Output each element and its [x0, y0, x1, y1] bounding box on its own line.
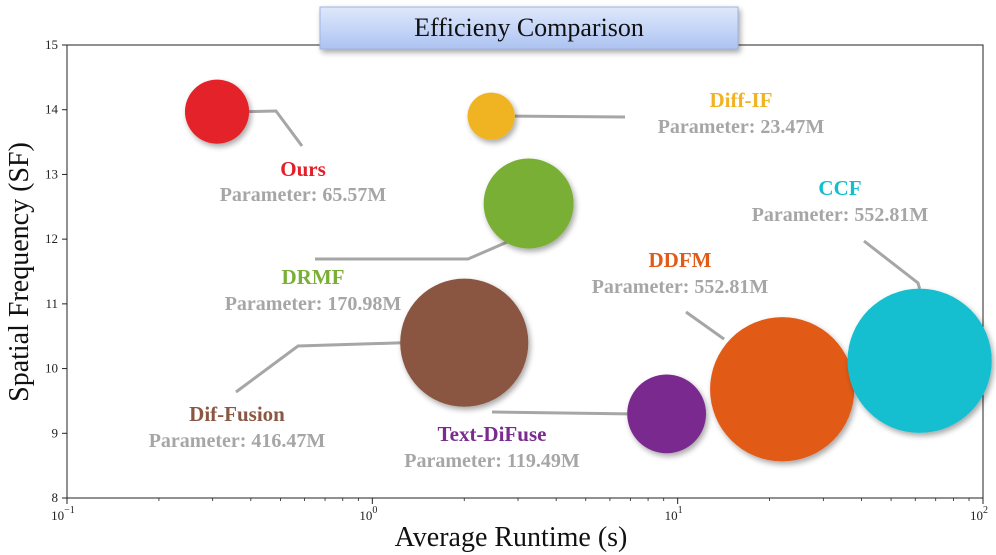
- label-param-drmf: Parameter: 170.98M: [225, 293, 402, 315]
- y-tick-label: 14: [45, 102, 59, 117]
- y-tick-label: 8: [52, 490, 59, 505]
- label-param-text-difuse: Parameter: 119.49M: [404, 450, 580, 472]
- leader-text-difuse: [491, 410, 628, 416]
- label-name-text-difuse: Text-DiFuse: [438, 422, 547, 446]
- label-name-dif-fusion: Dif-Fusion: [189, 402, 285, 426]
- label-name-ccf: CCF: [818, 176, 861, 200]
- leader-ddfm: [685, 310, 725, 341]
- y-tick-label: 15: [45, 37, 58, 52]
- chart-title: Efficieny Comparison: [414, 13, 644, 42]
- chart-title-box: Efficieny Comparison: [319, 6, 739, 50]
- x-axis-title: Average Runtime (s): [395, 522, 628, 553]
- bubble-ours: [184, 79, 250, 144]
- point-labels: Ours Parameter: 65.57M Diff-IF Parameter: 2…: [149, 88, 929, 472]
- x-tick-label: 100: [359, 505, 377, 523]
- label-name-diff-if: Diff-IF: [710, 88, 773, 112]
- bubble-ddfm: [710, 317, 855, 462]
- leader-diff-if: [514, 114, 626, 119]
- bubbles: [184, 79, 992, 462]
- y-tick-label: 11: [45, 296, 58, 311]
- y-tick-label: 9: [52, 425, 59, 440]
- x-tick-label: 102: [970, 505, 988, 523]
- label-param-diff-if: Parameter: 23.47M: [658, 116, 825, 138]
- label-param-ours: Parameter: 65.57M: [220, 184, 387, 206]
- y-axis-title: Spatial Frequency (SF): [4, 142, 35, 402]
- axis-ticks: 8 9 10 11 12 13 14 15 10−1 100 101 102: [45, 37, 988, 523]
- label-name-drmf: DRMF: [282, 265, 345, 289]
- x-tick-label: 10−1: [51, 505, 75, 523]
- leader-lines: [235, 109, 922, 416]
- label-name-ddfm: DDFM: [649, 248, 712, 272]
- title-background: [319, 6, 739, 50]
- y-tick-label: 10: [45, 361, 58, 376]
- bubble-drmf: [483, 158, 574, 249]
- label-param-ddfm: Parameter: 552.81M: [592, 276, 769, 298]
- label-name-ours: Ours: [280, 157, 326, 181]
- bubble-dif-fusion: [400, 278, 529, 407]
- bubble-text-difuse: [627, 374, 707, 454]
- bubble-diff-if: [467, 92, 515, 140]
- leader-ccf: [863, 239, 922, 290]
- label-param-dif-fusion: Parameter: 416.47M: [149, 430, 326, 452]
- y-tick-label: 12: [45, 231, 58, 246]
- leader-ours: [245, 109, 304, 147]
- label-param-ccf: Parameter: 552.81M: [752, 204, 929, 226]
- y-tick-label: 13: [45, 166, 58, 181]
- x-tick-label: 101: [665, 505, 683, 523]
- leader-drmf: [315, 239, 512, 261]
- leader-dif-fusion: [235, 341, 407, 394]
- bubble-ccf: [847, 288, 992, 433]
